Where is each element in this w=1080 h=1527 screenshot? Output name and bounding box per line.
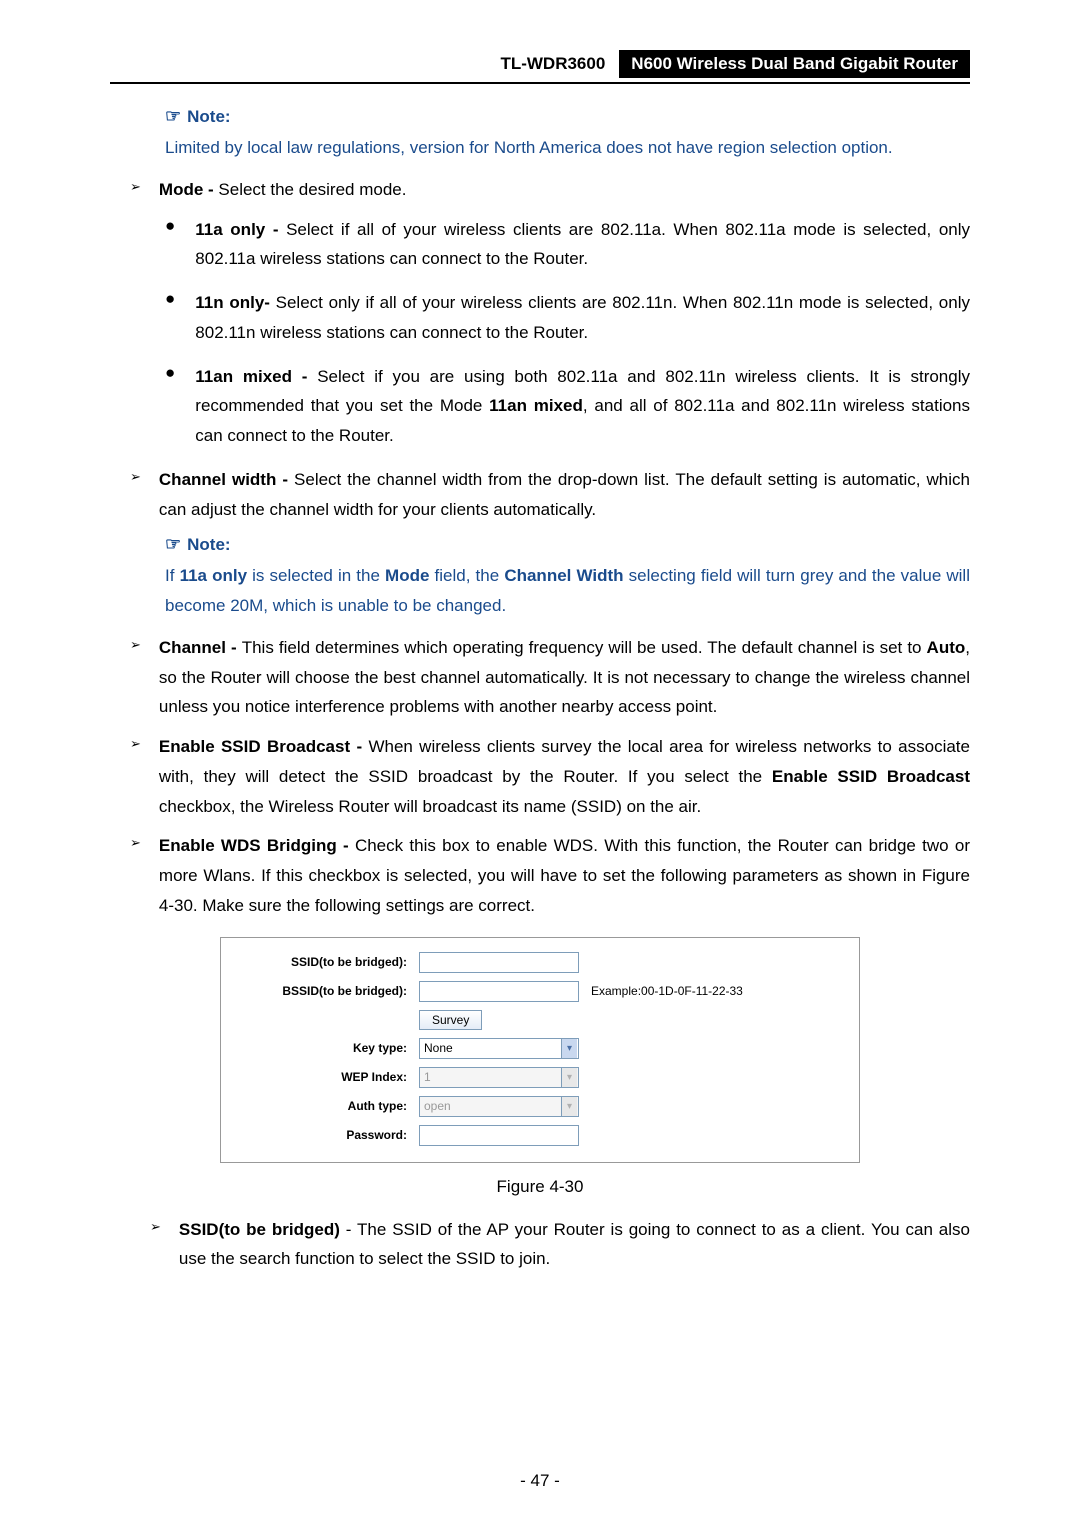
ssid-to-text: SSID(to be bridged) - The SSID of the AP… — [179, 1215, 970, 1275]
item-channel-width: ➢ Channel width - Select the channel wid… — [130, 465, 970, 525]
survey-button[interactable]: Survey — [419, 1010, 482, 1030]
fig-row-bssid: BSSID(to be bridged): Example:00-1D-0F-1… — [239, 981, 841, 1002]
fig-row-keytype: Key type: None ▾ — [239, 1038, 841, 1059]
arrow-icon: ➢ — [150, 1219, 161, 1275]
bullet-icon: ● — [165, 216, 175, 275]
note-1-label: ☞ Note: — [165, 106, 970, 127]
bullet-11a: ● 11a only - Select if all of your wirel… — [165, 215, 970, 275]
chevron-down-icon: ▾ — [561, 1039, 577, 1058]
note-label-text: Note: — [187, 107, 230, 127]
bullet-11an: ● 11an mixed - Select if you are using b… — [165, 362, 970, 451]
item-wds: ➢ Enable WDS Bridging - Check this box t… — [130, 831, 970, 920]
figure-4-30: SSID(to be bridged): BSSID(to be bridged… — [220, 937, 860, 1163]
header-model: TL-WDR3600 — [500, 54, 619, 74]
channel-text: Channel - This field determines which op… — [159, 633, 970, 722]
bullet-11n-text: 11n only- Select only if all of your wir… — [195, 288, 970, 348]
arrow-icon: ➢ — [130, 469, 141, 525]
arrow-icon: ➢ — [130, 637, 141, 722]
fig-bssid-label: BSSID(to be bridged): — [239, 984, 419, 998]
item-mode: ➢ Mode - Select the desired mode. — [130, 175, 970, 205]
fig-bssid-input[interactable] — [419, 981, 579, 1002]
fig-auth-select: open ▾ — [419, 1096, 579, 1117]
fig-row-auth: Auth type: open ▾ — [239, 1096, 841, 1117]
bullet-11n: ● 11n only- Select only if all of your w… — [165, 288, 970, 348]
fig-row-ssid: SSID(to be bridged): — [239, 952, 841, 973]
header-title: N600 Wireless Dual Band Gigabit Router — [619, 50, 970, 78]
arrow-icon: ➢ — [130, 179, 141, 205]
item-channel: ➢ Channel - This field determines which … — [130, 633, 970, 722]
fig-key-label: Key type: — [239, 1041, 419, 1055]
fig-wep-select: 1 ▾ — [419, 1067, 579, 1088]
fig-pwd-label: Password: — [239, 1128, 419, 1142]
mode-text: Mode - Select the desired mode. — [159, 175, 970, 205]
fig-wep-label: WEP Index: — [239, 1070, 419, 1084]
bullet-11a-text: 11a only - Select if all of your wireles… — [195, 215, 970, 275]
fig-auth-label: Auth type: — [239, 1099, 419, 1113]
note-1-body: Limited by local law regulations, versio… — [165, 133, 970, 163]
chevron-down-icon: ▾ — [561, 1068, 577, 1087]
figure-caption: Figure 4-30 — [110, 1177, 970, 1197]
item-ssid-broadcast: ➢ Enable SSID Broadcast - When wireless … — [130, 732, 970, 821]
fig-key-select[interactable]: None ▾ — [419, 1038, 579, 1059]
pointing-hand-icon: ☞ — [165, 534, 181, 555]
arrow-icon: ➢ — [130, 835, 141, 920]
fig-ssid-input[interactable] — [419, 952, 579, 973]
note-2-label: ☞ Note: — [165, 534, 970, 555]
note-2-body: If 11a only is selected in the Mode fiel… — [165, 561, 970, 621]
fig-bssid-example: Example:00-1D-0F-11-22-33 — [591, 984, 743, 998]
fig-pwd-input[interactable] — [419, 1125, 579, 1146]
page-header: TL-WDR3600 N600 Wireless Dual Band Gigab… — [110, 50, 970, 84]
chevron-down-icon: ▾ — [561, 1097, 577, 1116]
ssid-broadcast-text: Enable SSID Broadcast - When wireless cl… — [159, 732, 970, 821]
bullet-icon: ● — [165, 289, 175, 348]
bullet-11an-text: 11an mixed - Select if you are using bot… — [195, 362, 970, 451]
bullet-icon: ● — [165, 363, 175, 451]
fig-ssid-label: SSID(to be bridged): — [239, 955, 419, 969]
note-label-text: Note: — [187, 535, 230, 555]
arrow-icon: ➢ — [130, 736, 141, 821]
fig-row-pwd: Password: — [239, 1125, 841, 1146]
fig-row-survey: Survey — [239, 1010, 841, 1030]
wds-text: Enable WDS Bridging - Check this box to … — [159, 831, 970, 920]
fig-row-wep: WEP Index: 1 ▾ — [239, 1067, 841, 1088]
pointing-hand-icon: ☞ — [165, 106, 181, 127]
item-ssid-to-be-bridged: ➢ SSID(to be bridged) - The SSID of the … — [150, 1215, 970, 1275]
page-number: - 47 - — [0, 1471, 1080, 1491]
cw-text: Channel width - Select the channel width… — [159, 465, 970, 525]
